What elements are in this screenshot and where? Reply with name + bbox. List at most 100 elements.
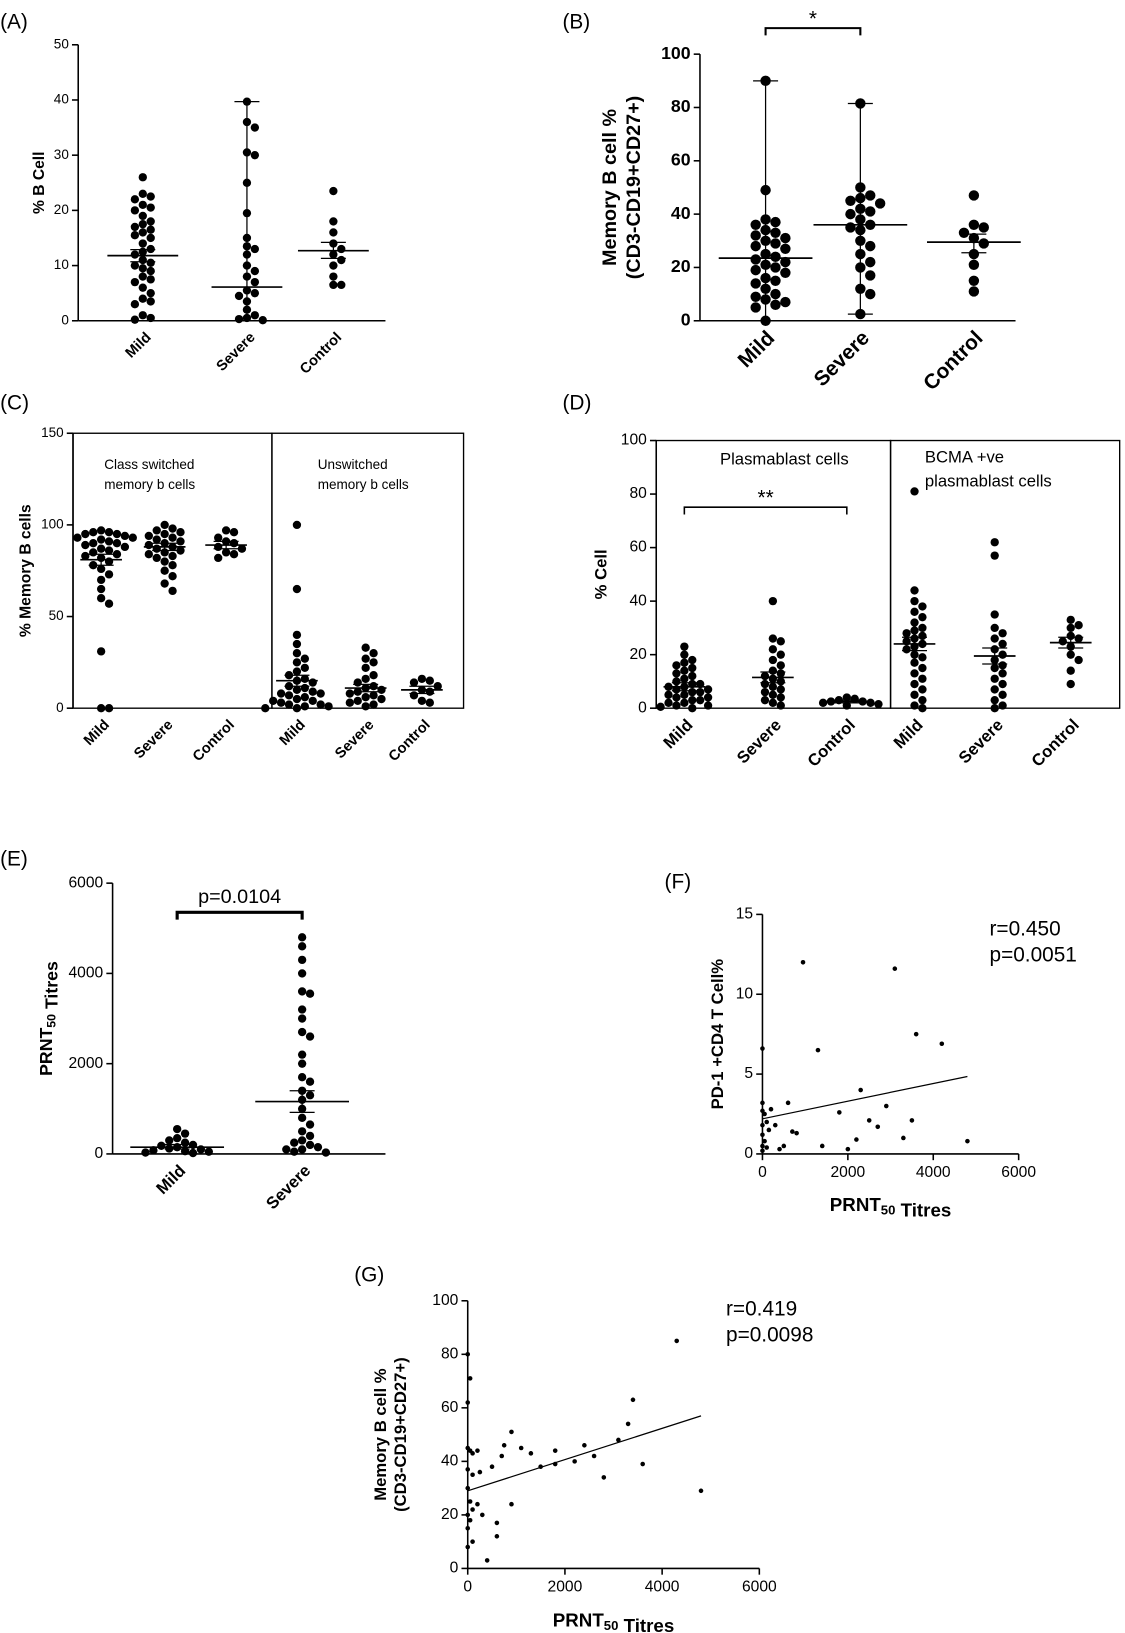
data-point: [297, 1059, 307, 1068]
data-point: [300, 693, 310, 702]
data-point: [509, 1501, 514, 1507]
data-point: [297, 1073, 307, 1082]
data-point: [770, 299, 781, 310]
data-point: [138, 239, 147, 248]
data-point: [489, 1464, 495, 1470]
data-point: [297, 969, 307, 978]
data-point: [664, 698, 673, 708]
data-point: [297, 1113, 307, 1122]
data-point: [234, 314, 244, 324]
data-point: [425, 698, 434, 707]
annotation: p=0.0051: [989, 944, 1076, 967]
data-point: [292, 639, 302, 649]
data-point: [130, 300, 140, 309]
data-point: [297, 1136, 307, 1145]
data-point: [680, 666, 689, 675]
data-point: [96, 704, 106, 713]
x-tick-label: Severe: [262, 1161, 314, 1213]
data-point: [316, 689, 325, 698]
data-point: [128, 533, 137, 542]
label-subscript: 50: [45, 1014, 59, 1028]
data-point: [470, 1472, 475, 1478]
data-point: [494, 1520, 500, 1526]
data-point: [144, 531, 154, 541]
x-tick-label: Control: [1028, 715, 1083, 770]
label-subscript: 50: [881, 1203, 896, 1218]
data-point: [528, 1451, 534, 1456]
data-point: [770, 251, 781, 262]
x-tick-label: Mild: [734, 327, 780, 373]
x-tick-label: Severe: [955, 715, 1007, 767]
data-point: [990, 685, 999, 694]
data-point: [910, 650, 919, 659]
y-axis-label: % Cell: [591, 549, 610, 599]
data-point: [467, 1376, 473, 1381]
data-point: [475, 1501, 480, 1507]
data-point: [221, 548, 231, 557]
data-point: [168, 561, 177, 570]
data-point: [297, 1127, 307, 1136]
data-point: [998, 669, 1007, 678]
data-point: [305, 1091, 315, 1100]
label-part: PRNT: [36, 1028, 56, 1076]
data-point: [968, 275, 980, 286]
data-point: [204, 1147, 213, 1156]
data-point: [501, 1443, 507, 1448]
data-point: [680, 658, 689, 667]
data-point: [152, 544, 161, 553]
data-point: [1074, 634, 1083, 643]
data-point: [146, 266, 155, 276]
x-tick-label: Control: [919, 327, 988, 396]
data-point: [484, 1558, 490, 1563]
data-point: [990, 663, 999, 673]
data-point: [901, 1135, 906, 1141]
data-point: [138, 283, 147, 292]
data-point: [112, 550, 122, 559]
label-part: PRNT: [553, 1609, 605, 1630]
data-point: [902, 645, 911, 654]
data-point: [664, 690, 673, 699]
data-point: [680, 698, 689, 708]
data-point: [910, 669, 919, 678]
data-point: [104, 546, 114, 555]
data-point: [968, 286, 980, 297]
data-point: [688, 687, 697, 697]
y-tick-label: 50: [54, 36, 69, 51]
y-tick-label: 20: [441, 1506, 459, 1523]
data-point: [672, 677, 681, 686]
data-point: [329, 261, 338, 270]
y-axis-label: Memory B cell %: [599, 109, 621, 267]
data-point: [290, 1138, 299, 1147]
data-point: [369, 691, 378, 700]
data-point: [913, 1031, 919, 1037]
data-point: [305, 1120, 315, 1129]
data-point: [138, 200, 147, 210]
data-point: [780, 232, 791, 244]
data-point: [361, 693, 370, 702]
data-point: [130, 261, 140, 270]
data-point: [176, 546, 185, 555]
y-tick-label: 40: [629, 592, 647, 609]
data-point: [417, 696, 427, 706]
x-tick-label: Severe: [332, 717, 377, 762]
data-point: [369, 671, 378, 680]
data-point: [305, 989, 315, 998]
data-point: [475, 1448, 480, 1453]
y-tick-label: 30: [54, 147, 69, 162]
y-tick-label: 0: [681, 309, 691, 329]
data-point: [865, 206, 876, 217]
data-point: [353, 678, 362, 687]
data-point: [680, 642, 689, 651]
annotation: r=0.419: [726, 1298, 797, 1321]
data-point: [292, 667, 302, 676]
data-point: [776, 650, 785, 659]
y-tick-label: 6000: [68, 874, 103, 891]
data-point: [776, 637, 785, 646]
data-point: [345, 689, 355, 698]
data-point: [688, 695, 697, 705]
data-point: [918, 653, 927, 662]
data-point: [104, 557, 114, 566]
data-point: [96, 584, 106, 594]
data-point: [417, 674, 427, 684]
data-point: [465, 1352, 471, 1357]
